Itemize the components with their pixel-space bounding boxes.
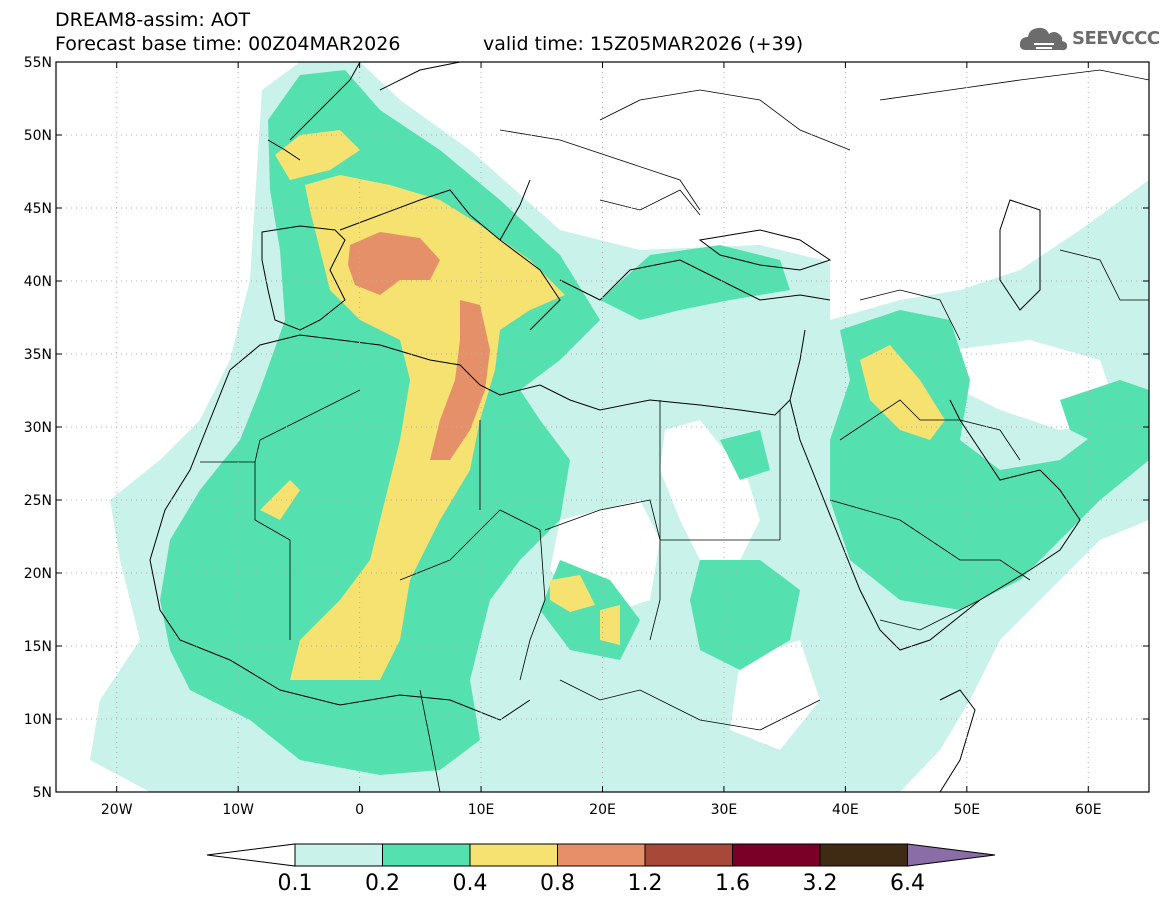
- logo-text: SEEVCCC: [1072, 28, 1160, 49]
- cloud-icon: [1019, 27, 1068, 51]
- coastlines: [149, 62, 1081, 792]
- lon-tick-label: 20E: [589, 802, 616, 818]
- lon-tick-label: 40E: [832, 802, 859, 818]
- lon-tick-label: 10W: [222, 802, 254, 818]
- map-grid: [56, 62, 1149, 792]
- lon-tick-label: 10E: [468, 802, 495, 818]
- aot-contour-0.8: [348, 232, 440, 295]
- lat-tick-label: 50N: [24, 128, 52, 144]
- lat-tick-label: 45N: [24, 201, 52, 217]
- lat-tick-label: 40N: [24, 274, 52, 290]
- lat-tick-label: 10N: [24, 712, 52, 728]
- lat-tick-label: 25N: [24, 493, 52, 509]
- lat-tick-label: 35N: [24, 347, 52, 363]
- lon-tick-label: 50E: [953, 802, 980, 818]
- aot-contour-0.4: [290, 175, 565, 680]
- lon-tick-label: 30E: [711, 802, 738, 818]
- aot-field: [90, 62, 1149, 792]
- lon-tick-label: 0: [355, 802, 364, 818]
- lat-tick-label: 5N: [33, 785, 52, 801]
- valid-time: valid time: 15Z05MAR2026 (+39): [483, 33, 804, 55]
- lat-tick-label: 20N: [24, 566, 52, 582]
- lat-tick-label: 55N: [24, 55, 52, 71]
- map-title: DREAM8-assim: AOT: [55, 9, 251, 31]
- lon-tick-label: 60E: [1075, 802, 1102, 818]
- lat-tick-label: 30N: [24, 420, 52, 436]
- forecast-base-time: Forecast base time: 00Z04MAR2026: [55, 33, 401, 55]
- seevccc-logo: SEEVCCC: [1018, 22, 1160, 58]
- lat-tick-label: 15N: [24, 639, 52, 655]
- country-borders: [200, 69, 1149, 792]
- lon-tick-label: 20W: [101, 802, 133, 818]
- map-ticks: 55N 50N 45N 40N 35N 30N 25N 20N 15N 10N 5N 20W 10W 0 1…: [24, 55, 1149, 818]
